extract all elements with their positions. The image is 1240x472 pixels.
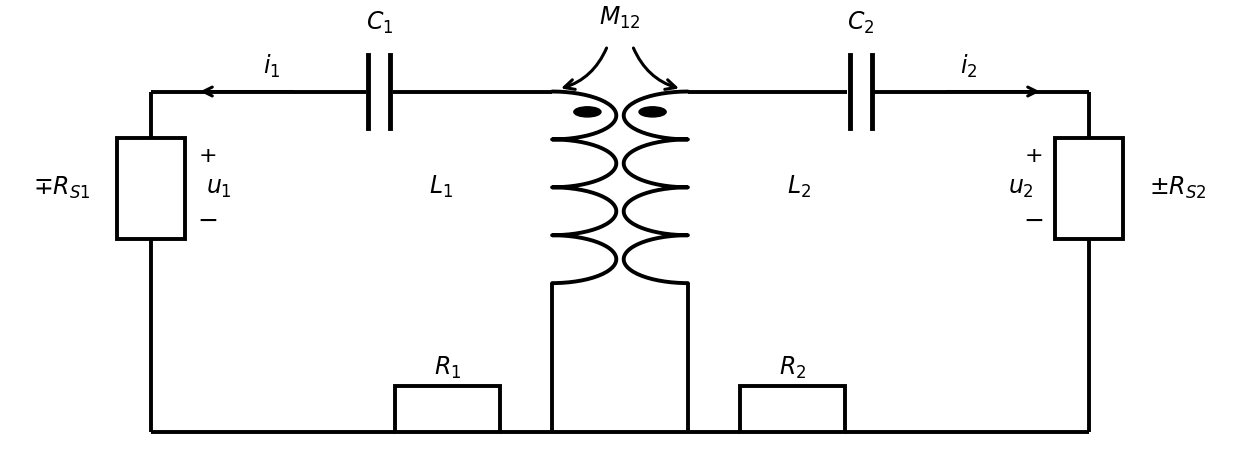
Text: $C_2$: $C_2$ bbox=[847, 9, 874, 35]
Circle shape bbox=[574, 107, 601, 117]
Text: $u_1$: $u_1$ bbox=[206, 177, 232, 200]
Text: $-$: $-$ bbox=[1023, 209, 1043, 232]
Text: $C_1$: $C_1$ bbox=[366, 9, 393, 35]
Text: $\mp R_{S1}$: $\mp R_{S1}$ bbox=[33, 175, 91, 202]
Text: $-$: $-$ bbox=[197, 209, 217, 232]
Circle shape bbox=[639, 107, 666, 117]
Polygon shape bbox=[1055, 137, 1123, 239]
Text: $R_1$: $R_1$ bbox=[434, 355, 461, 381]
Text: $i_2$: $i_2$ bbox=[960, 52, 977, 80]
Text: $+$: $+$ bbox=[198, 145, 216, 167]
Text: $L_1$: $L_1$ bbox=[429, 174, 453, 201]
Text: $i_1$: $i_1$ bbox=[263, 52, 280, 80]
Polygon shape bbox=[740, 386, 846, 432]
Text: $M_{12}$: $M_{12}$ bbox=[599, 5, 641, 31]
Text: $R_2$: $R_2$ bbox=[779, 355, 806, 381]
Polygon shape bbox=[394, 386, 500, 432]
Text: $u_2$: $u_2$ bbox=[1008, 177, 1034, 200]
Polygon shape bbox=[117, 137, 185, 239]
Text: $+$: $+$ bbox=[1024, 145, 1042, 167]
Text: $L_2$: $L_2$ bbox=[787, 174, 811, 201]
Text: $\pm R_{S2}$: $\pm R_{S2}$ bbox=[1149, 175, 1207, 202]
